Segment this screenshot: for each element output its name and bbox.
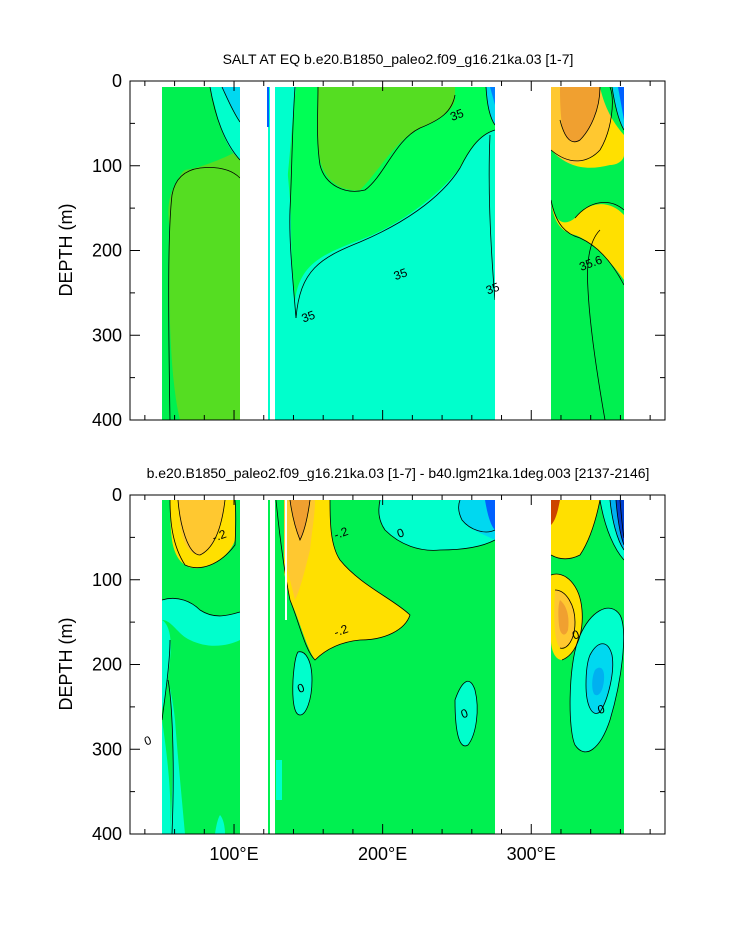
bottom-contour-labels: -.2 -.2 -.2 0 0 0 0 0 0 — [142, 524, 607, 748]
bottom-contour-label: 0 — [570, 627, 581, 643]
top-contour-label: 35 — [448, 106, 466, 124]
bottom-y-tick-label: 200 — [92, 655, 122, 675]
bottom-contour-label: 0 — [395, 525, 406, 541]
top-contour-label: 35 — [300, 308, 318, 326]
top-axes: 0 100 200 300 400 — [92, 71, 665, 430]
top-land-mask — [131, 82, 664, 420]
bottom-axes: 0 100 200 300 400 100°E 200°E 300°E — [92, 485, 665, 864]
bottom-y-tick-label: 400 — [92, 824, 122, 844]
bottom-contour-label: 0 — [142, 733, 153, 749]
panel-bottom: b.e20.B1850_paleo2.f09_g16.21ka.03 [1-7]… — [56, 465, 666, 864]
bottom-x-tick-label: 100°E — [209, 844, 258, 864]
bottom-y-tick-label: 100 — [92, 570, 122, 590]
panel-top: SALT AT EQ b.e20.B1850_paleo2.f09_g16.21… — [56, 51, 666, 430]
top-y-tick-label: 200 — [92, 241, 122, 261]
top-title: SALT AT EQ b.e20.B1850_paleo2.f09_g16.21… — [223, 51, 574, 67]
bottom-x-tick-label: 300°E — [507, 844, 556, 864]
top-contour-label: 35 — [484, 280, 502, 298]
bottom-contour-field — [161, 499, 625, 834]
bottom-contour-label: -.2 — [332, 622, 350, 640]
top-y-tick-label: 400 — [92, 410, 122, 430]
bottom-x-tick-label: 200°E — [358, 844, 407, 864]
bottom-title: b.e20.B1850_paleo2.f09_g16.21ka.03 [1-7]… — [147, 465, 650, 481]
top-contour-label: 35 — [392, 265, 410, 283]
bottom-y-tick-label: 0 — [112, 485, 122, 505]
top-contour-field — [162, 86, 625, 420]
top-y-tick-label: 300 — [92, 325, 122, 345]
bottom-land-mask — [131, 496, 664, 834]
top-y-tick-label: 100 — [92, 156, 122, 176]
bottom-contour-label: -.2 — [210, 527, 228, 545]
bottom-contour-label: 0 — [295, 680, 306, 696]
bottom-y-tick-label: 300 — [92, 739, 122, 759]
bottom-contour-label: 0 — [459, 706, 470, 722]
bottom-east-yellow-area — [551, 500, 600, 559]
bottom-contour-label: -.2 — [332, 524, 350, 542]
top-y-tick-label: 0 — [112, 71, 122, 91]
bottom-y-axis-label: DEPTH (m) — [56, 618, 76, 711]
bottom-contour-label: 0 — [596, 702, 607, 718]
top-y-axis-label: DEPTH (m) — [56, 204, 76, 297]
